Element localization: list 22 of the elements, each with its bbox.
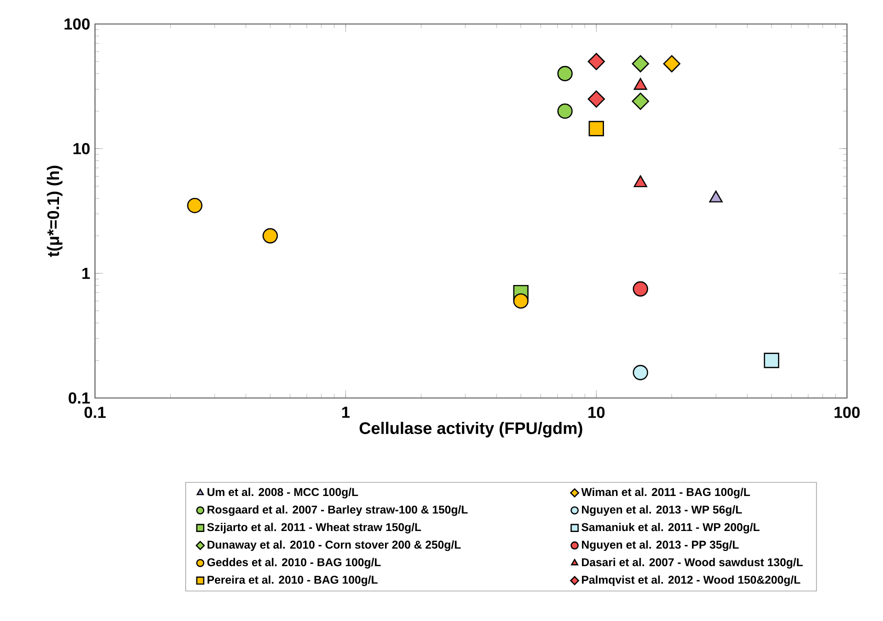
legend-label: Nguyen et al. 2013 - WP 56g/L	[582, 505, 742, 516]
legend-label: Dunaway et al. 2010 - Corn stover 200 & 250g/L	[208, 540, 461, 551]
y-tick-label: 1	[82, 268, 90, 279]
x-tick-label: 10	[588, 406, 605, 418]
x-tick-label: 100	[834, 406, 860, 418]
legend-label: Palmqvist et al. 2012 - Wood 150&200g/L	[582, 575, 800, 586]
y-tick-label: 0.1	[68, 392, 90, 404]
legend-label: Rosgaard et al. 2007 - Barley straw-100 & 150g/L	[208, 505, 468, 516]
x-axis-title: Cellulase activity (FPU/gdm)	[360, 422, 582, 438]
y-tick-label: 10	[74, 143, 90, 154]
y-axis-title: t(μ*=0.1) (h)	[46, 166, 62, 257]
x-tick-label: 1	[342, 406, 350, 418]
legend-label: Pereira et al. 2010 - BAG 100g/L	[208, 575, 378, 586]
legend-label: Wiman et al. 2011 - BAG 100g/L	[581, 488, 750, 498]
legend-label: Dasari et al. 2007 - Wood sawdust 130g/L	[582, 558, 803, 569]
y-tick-label: 100	[64, 18, 90, 30]
x-tick-label: 0.1	[84, 406, 106, 418]
legend-label: Szijarto et al. 2011 - Wheat straw 150g/L	[207, 522, 422, 534]
legend-label: Geddes et al. 2010 - BAG 100g/L	[207, 558, 381, 569]
legend-label: Um et al. 2008 - MCC 100g/L	[208, 488, 358, 498]
legend-label: Samaniuk et al. 2011 - WP 200g/L	[582, 522, 760, 534]
legend-label: Nguyen et al. 2013 - PP 35g/L	[582, 540, 739, 551]
